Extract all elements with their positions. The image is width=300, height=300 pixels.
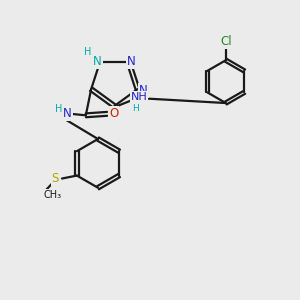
Text: NH: NH	[130, 92, 147, 102]
Text: CH₃: CH₃	[44, 190, 62, 200]
Text: S: S	[52, 172, 59, 185]
Text: H: H	[56, 104, 63, 114]
Text: N: N	[93, 55, 102, 68]
Text: H: H	[132, 104, 139, 113]
Text: N: N	[139, 84, 148, 97]
Text: N: N	[63, 107, 72, 120]
Text: O: O	[109, 107, 119, 120]
Text: H: H	[84, 47, 91, 57]
Text: Cl: Cl	[220, 35, 232, 48]
Text: N: N	[127, 55, 135, 68]
